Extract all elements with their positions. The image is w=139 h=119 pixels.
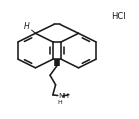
- Text: H: H: [57, 100, 62, 105]
- Text: NH: NH: [58, 93, 69, 99]
- Text: H: H: [24, 22, 30, 31]
- Text: HCl: HCl: [111, 12, 126, 21]
